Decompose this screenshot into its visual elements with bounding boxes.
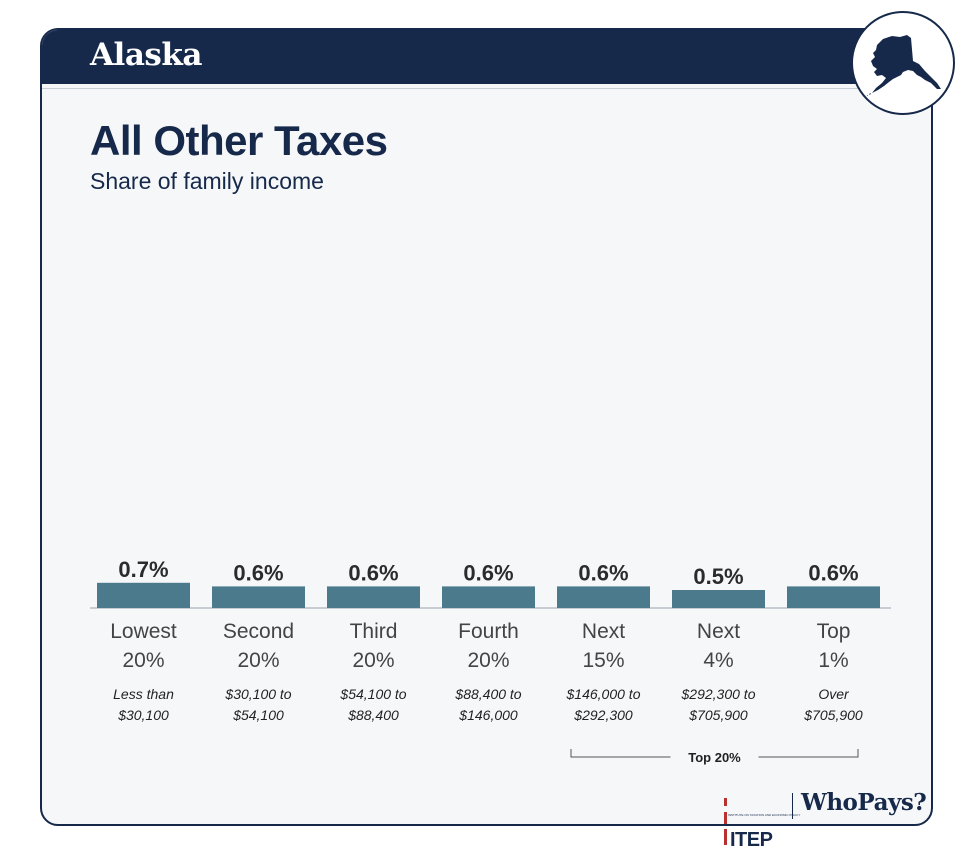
category-label: 20% (352, 649, 394, 672)
alaska-state-silhouette-icon (867, 35, 941, 96)
data-label: 0.7% (118, 557, 168, 582)
income-range-label: $54,100 (232, 707, 284, 723)
chart-title: All Other Taxes (90, 117, 388, 164)
category-label: 1% (818, 649, 848, 672)
state-name: Alaska (90, 37, 202, 73)
itep-label: ITEP (730, 829, 773, 851)
category-label: Next (582, 620, 625, 643)
category-label: Next (697, 620, 740, 643)
income-range-label: $88,400 to (454, 686, 521, 702)
data-label: 0.5% (693, 564, 743, 589)
bracket-label: Top 20% (688, 750, 741, 765)
income-range-label: Over (818, 686, 850, 702)
data-label: 0.6% (348, 560, 398, 585)
itep-bars-icon (724, 793, 728, 850)
income-range-label: $30,100 to (224, 686, 291, 702)
bar (557, 586, 650, 608)
category-label: Fourth (458, 620, 519, 643)
chart-card: Alaska (40, 28, 933, 826)
income-range-label: $54,100 to (339, 686, 406, 702)
header-divider (42, 88, 931, 89)
category-label: 4% (703, 649, 733, 672)
category-label: 20% (237, 649, 279, 672)
income-range-label: $705,900 (688, 707, 748, 723)
income-range-label: Less than (113, 686, 174, 702)
bar (672, 590, 765, 608)
category-label: 20% (467, 649, 509, 672)
category-label: Third (350, 620, 398, 643)
income-range-label: $30,100 (117, 707, 169, 723)
category-label: Second (223, 620, 294, 643)
bar (97, 582, 190, 608)
data-label: 0.6% (578, 560, 628, 585)
category-label: 15% (582, 649, 624, 672)
income-range-label: $292,300 (573, 707, 633, 723)
bar (327, 586, 420, 608)
state-header-bar: Alaska (42, 30, 931, 84)
income-range-label: $88,400 (347, 707, 399, 723)
income-range-label: $146,000 to (566, 686, 641, 702)
category-label: Lowest (110, 620, 177, 643)
bracket-left-line (570, 749, 671, 758)
bracket-right-line (758, 749, 859, 758)
data-label: 0.6% (233, 560, 283, 585)
itep-tagline: INSTITUTE ON TAXATION AND ECONOMIC POLIC… (728, 813, 801, 817)
income-range-label: $705,900 (803, 707, 863, 723)
logo-divider (792, 793, 793, 819)
category-label: Top (817, 620, 851, 643)
data-label: 0.6% (463, 560, 513, 585)
category-label: 20% (122, 649, 164, 672)
whopays-logo: WhoPays? (801, 789, 927, 816)
bar (442, 586, 535, 608)
data-label: 0.6% (808, 560, 858, 585)
state-badge (851, 11, 955, 115)
income-range-label: $292,300 to (681, 686, 756, 702)
income-range-label: $146,000 (458, 707, 518, 723)
bar (212, 586, 305, 608)
chart-subtitle: Share of family income (90, 168, 324, 194)
bar (787, 586, 880, 608)
itep-logo: ITEP (724, 793, 773, 851)
